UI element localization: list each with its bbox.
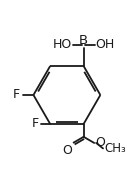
Text: F: F [13, 89, 20, 101]
Text: HO: HO [53, 38, 72, 51]
Text: CH₃: CH₃ [104, 142, 126, 155]
Text: OH: OH [95, 38, 114, 51]
Text: O: O [62, 144, 72, 157]
Text: O: O [95, 136, 105, 150]
Text: F: F [32, 117, 39, 131]
Text: B: B [79, 34, 88, 47]
